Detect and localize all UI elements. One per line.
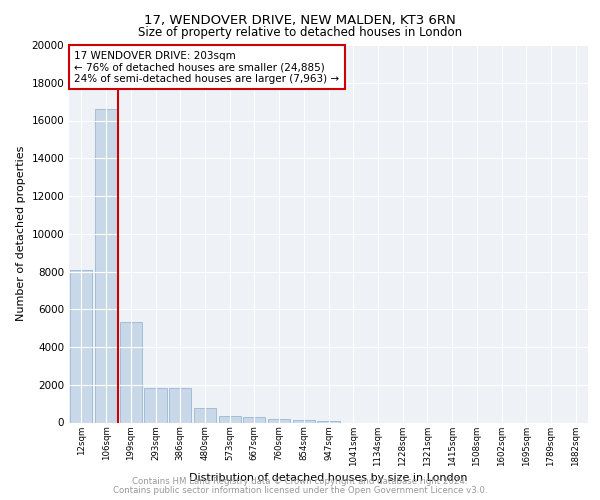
Bar	[194, 408, 216, 422]
Bar	[95, 109, 117, 422]
Bar	[218, 416, 241, 422]
Text: 17, WENDOVER DRIVE, NEW MALDEN, KT3 6RN: 17, WENDOVER DRIVE, NEW MALDEN, KT3 6RN	[144, 14, 456, 27]
Text: Contains HM Land Registry data © Crown copyright and database right 2024.: Contains HM Land Registry data © Crown c…	[132, 478, 468, 486]
Text: 17 WENDOVER DRIVE: 203sqm
← 76% of detached houses are smaller (24,885)
24% of s: 17 WENDOVER DRIVE: 203sqm ← 76% of detac…	[74, 50, 340, 84]
Bar	[145, 388, 167, 422]
Text: Contains public sector information licensed under the Open Government Licence v3: Contains public sector information licen…	[113, 486, 487, 495]
Y-axis label: Number of detached properties: Number of detached properties	[16, 146, 26, 322]
Bar	[317, 420, 340, 422]
Bar	[243, 417, 265, 422]
Text: Size of property relative to detached houses in London: Size of property relative to detached ho…	[138, 26, 462, 39]
Bar	[268, 418, 290, 422]
X-axis label: Distribution of detached houses by size in London: Distribution of detached houses by size …	[189, 472, 468, 482]
Bar	[169, 388, 191, 422]
Bar	[119, 322, 142, 422]
Bar	[70, 270, 92, 422]
Bar	[293, 420, 315, 422]
